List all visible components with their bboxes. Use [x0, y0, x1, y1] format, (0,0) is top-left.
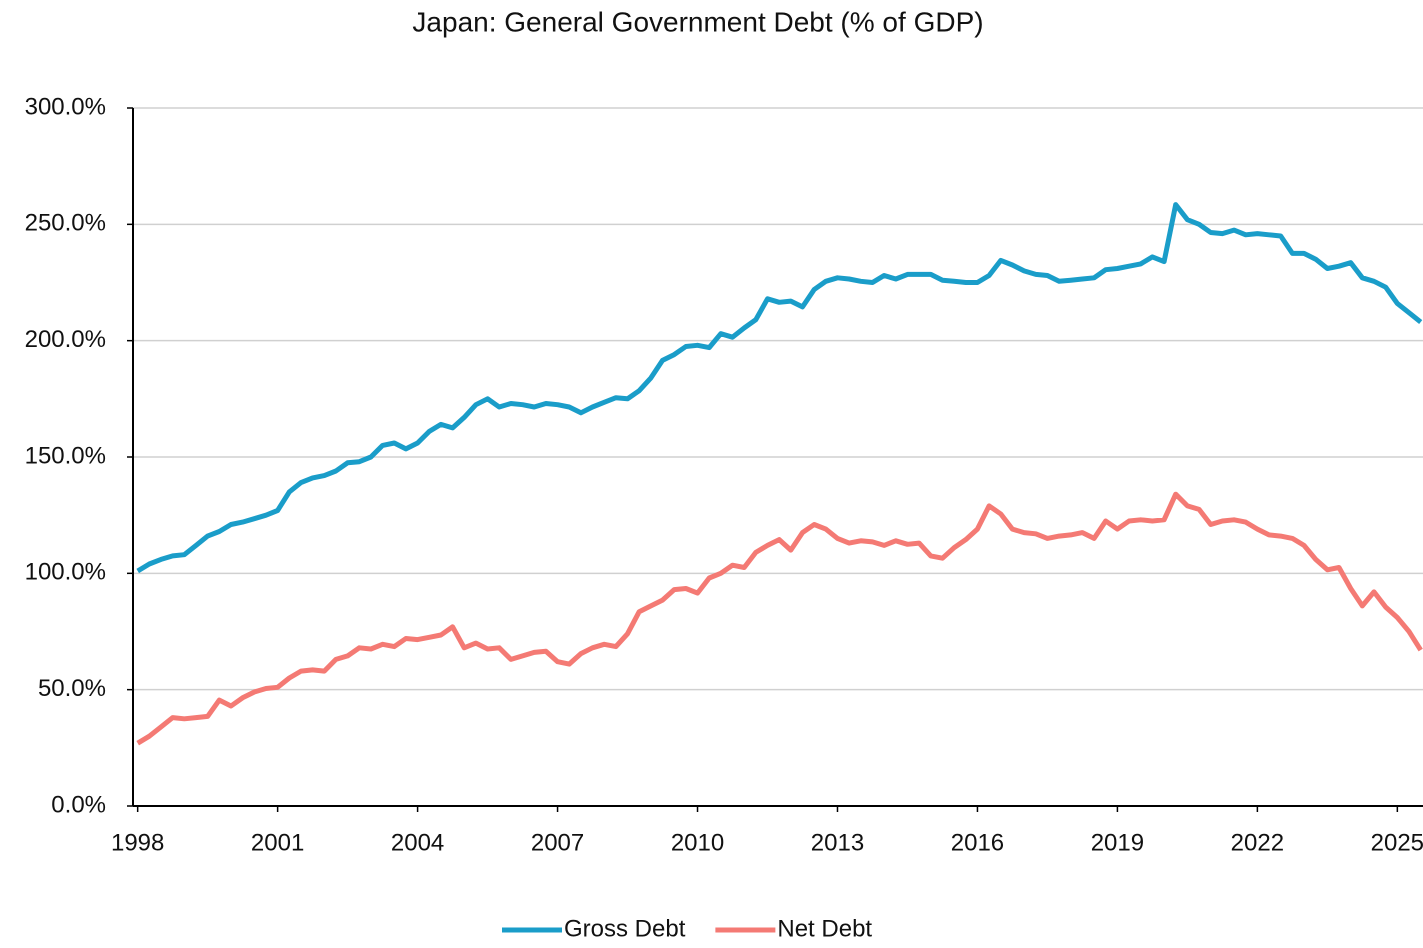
x-tick-label: 2010: [671, 829, 724, 856]
y-tick-label: 0.0%: [51, 791, 106, 818]
y-tick-label: 200.0%: [25, 326, 106, 353]
chart-title: Japan: General Government Debt (% of GDP…: [412, 6, 983, 37]
x-tick-label: 2013: [811, 829, 864, 856]
x-tick-label: 2004: [391, 829, 444, 856]
x-tick-label: 2001: [251, 829, 304, 856]
y-tick-label: 250.0%: [25, 210, 106, 237]
y-tick-label: 100.0%: [25, 559, 106, 586]
y-tick-label: 150.0%: [25, 442, 106, 469]
y-tick-label: 50.0%: [38, 675, 106, 702]
line-series: [136, 202, 1423, 574]
legend-label: Gross Debt: [564, 915, 686, 942]
x-tick-label: 1998: [111, 829, 164, 856]
x-tick-label: 2022: [1231, 829, 1284, 856]
y-tick-label: 300.0%: [25, 93, 106, 120]
x-tick-label: 2016: [951, 829, 1004, 856]
x-tick-label: 2019: [1091, 829, 1144, 856]
x-tick-label: 2007: [531, 829, 584, 856]
x-tick-label: 2025: [1371, 829, 1423, 856]
line-series: [136, 491, 1423, 746]
legend-label: Net Debt: [777, 915, 872, 942]
